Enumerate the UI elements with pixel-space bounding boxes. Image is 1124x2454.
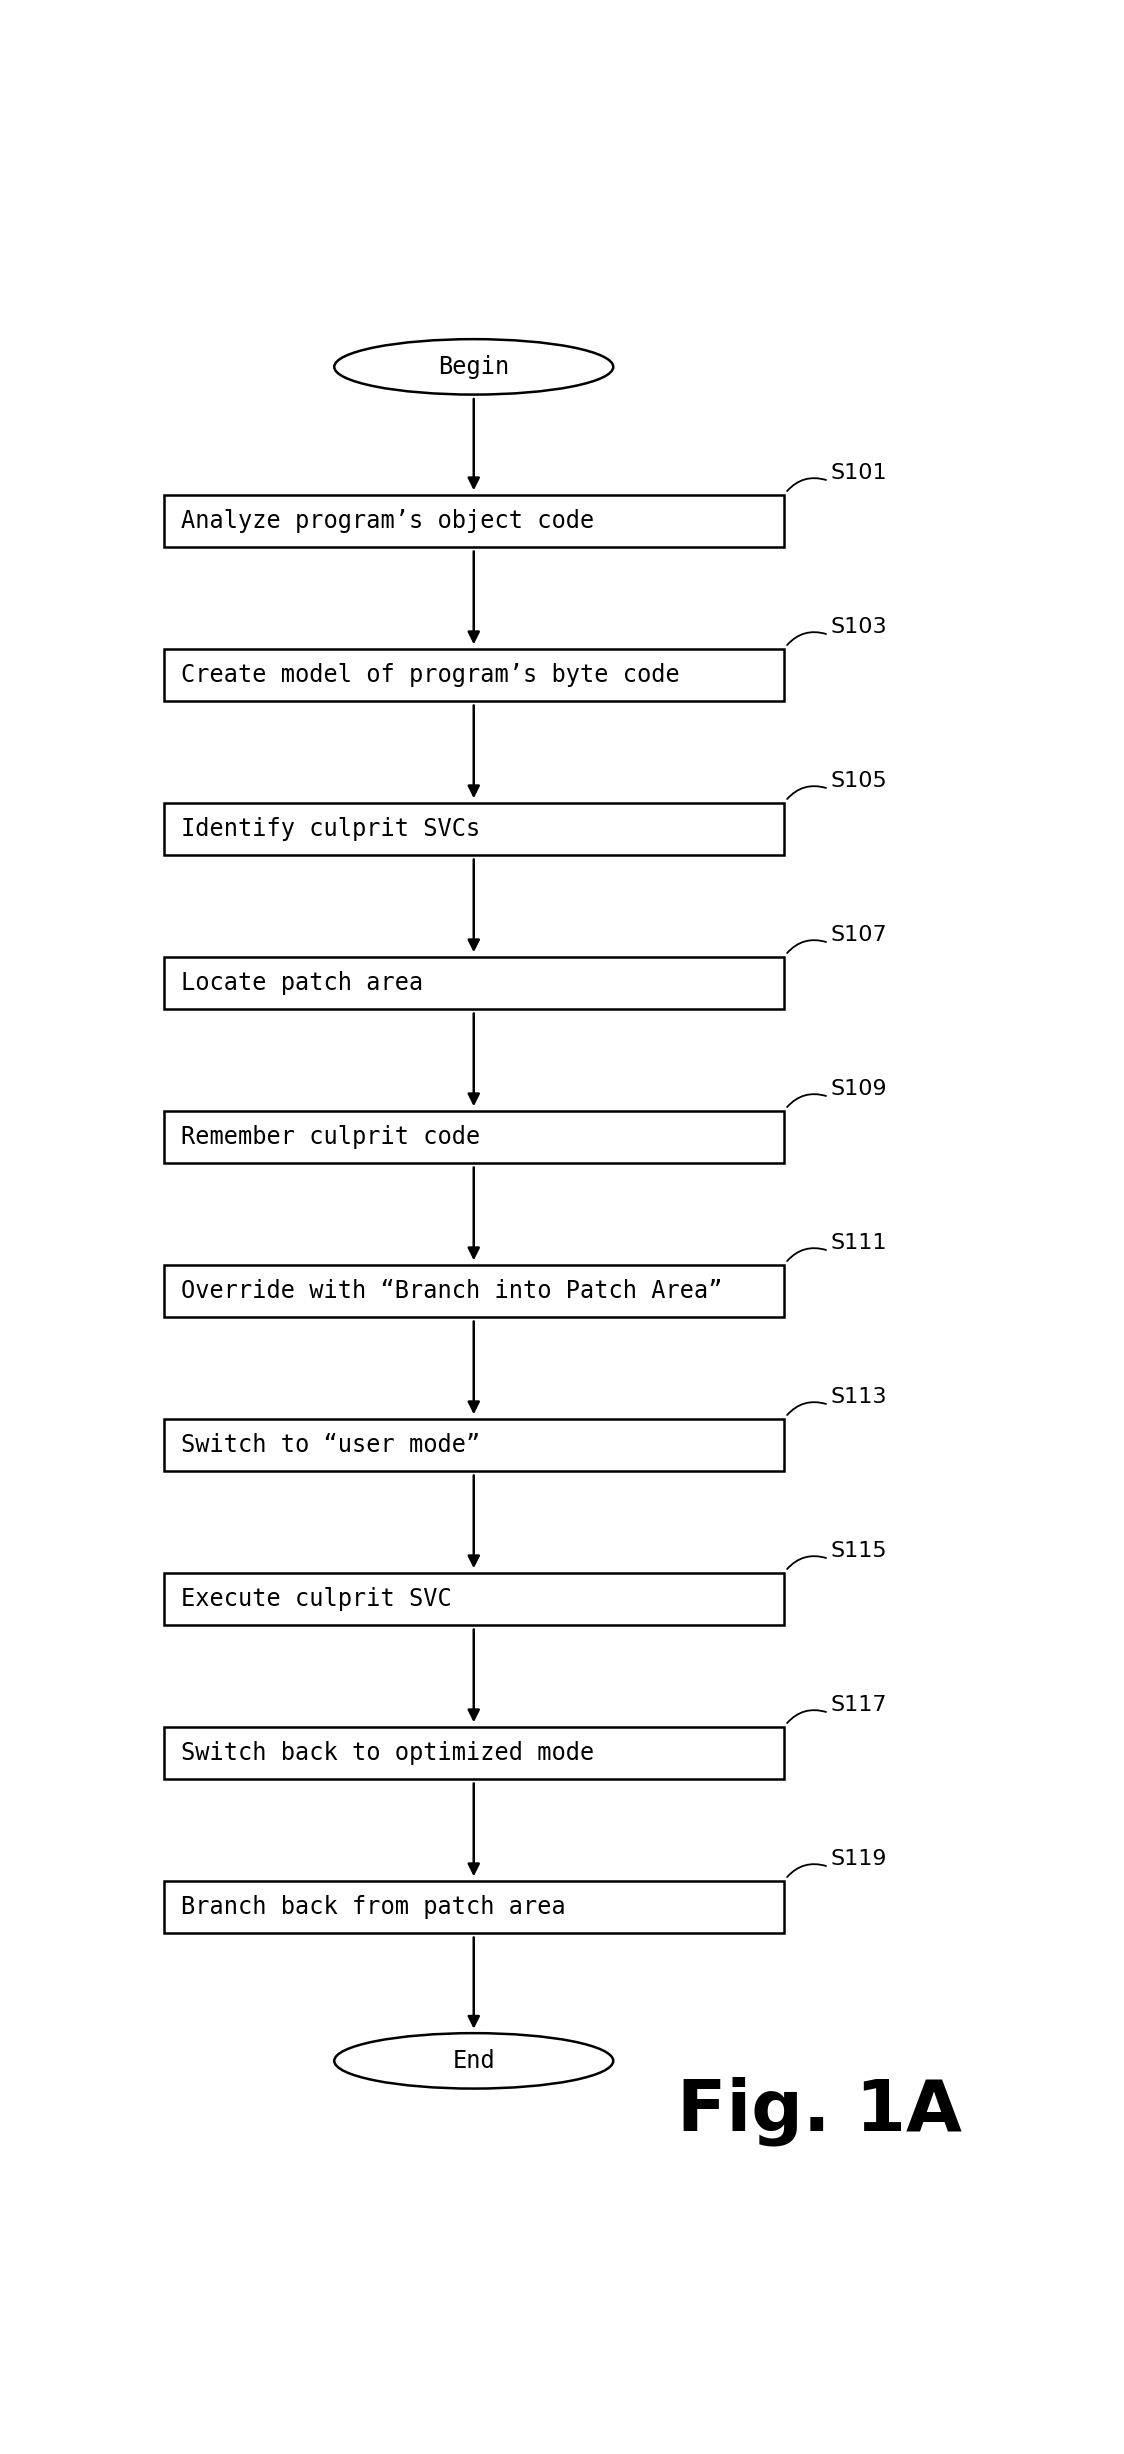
Text: Execute culprit SVC: Execute culprit SVC [181, 1588, 452, 1610]
Bar [164, 1728, 783, 1779]
Bar [164, 1418, 783, 1470]
Bar [164, 1573, 783, 1625]
Bar [164, 1112, 783, 1163]
Text: S109: S109 [831, 1080, 887, 1099]
Text: Switch back to optimized mode: Switch back to optimized mode [181, 1740, 595, 1764]
Text: Switch to “user mode”: Switch to “user mode” [181, 1433, 480, 1458]
Bar [164, 648, 783, 702]
Text: Branch back from patch area: Branch back from patch area [181, 1894, 565, 1919]
FancyArrowPatch shape [787, 785, 826, 800]
Text: End: End [452, 2049, 496, 2074]
Bar [164, 957, 783, 1009]
Ellipse shape [334, 2034, 614, 2088]
Text: S107: S107 [831, 925, 887, 945]
FancyArrowPatch shape [787, 1865, 826, 1877]
Text: Create model of program’s byte code: Create model of program’s byte code [181, 663, 680, 687]
FancyArrowPatch shape [787, 1094, 826, 1107]
FancyArrowPatch shape [787, 633, 826, 645]
Text: Identify culprit SVCs: Identify culprit SVCs [181, 817, 480, 842]
FancyArrowPatch shape [787, 1249, 826, 1261]
Ellipse shape [334, 339, 614, 395]
Text: S113: S113 [831, 1387, 887, 1406]
Text: Analyze program’s object code: Analyze program’s object code [181, 508, 595, 533]
Text: S115: S115 [831, 1541, 887, 1561]
Text: Remember culprit code: Remember culprit code [181, 1124, 480, 1148]
Bar [164, 1264, 783, 1318]
FancyArrowPatch shape [787, 940, 826, 952]
FancyArrowPatch shape [787, 479, 826, 491]
FancyArrowPatch shape [787, 1556, 826, 1568]
FancyArrowPatch shape [787, 1710, 826, 1723]
Text: Begin: Begin [438, 356, 509, 378]
Text: S111: S111 [831, 1232, 887, 1254]
Text: Fig. 1A: Fig. 1A [677, 2076, 962, 2145]
Bar [164, 496, 783, 547]
Bar [164, 802, 783, 854]
Text: Override with “Branch into Patch Area”: Override with “Branch into Patch Area” [181, 1279, 723, 1303]
Text: S117: S117 [831, 1696, 887, 1715]
Text: Locate patch area: Locate patch area [181, 972, 423, 994]
Text: S101: S101 [831, 464, 887, 483]
Text: S105: S105 [831, 771, 887, 790]
Text: S119: S119 [831, 1850, 887, 1870]
Text: S103: S103 [831, 616, 887, 638]
Bar [164, 1880, 783, 1934]
FancyArrowPatch shape [787, 1401, 826, 1416]
